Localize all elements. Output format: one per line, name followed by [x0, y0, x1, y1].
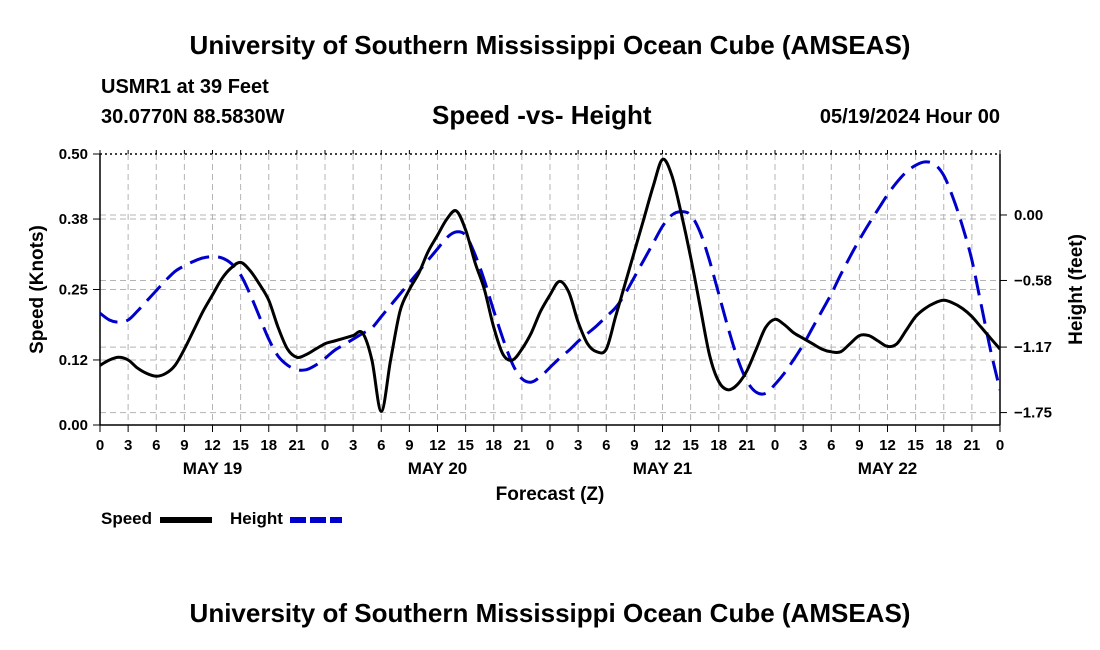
x-tick-label: 15 — [457, 437, 474, 454]
x-tick-label: 15 — [682, 437, 699, 454]
x-tick-label: 0 — [96, 437, 104, 454]
x-tick-label: 9 — [180, 437, 188, 454]
y-left-tick-label: 0.38 — [59, 211, 88, 228]
x-tick-label: 6 — [602, 437, 610, 454]
x-tick-label: 21 — [514, 437, 531, 454]
legend-speed-label: Speed — [101, 509, 153, 528]
x-tick-label: 0 — [996, 437, 1004, 454]
x-tick-label: 6 — [152, 437, 160, 454]
y-right-axis-title: Height (feet) — [1066, 234, 1087, 345]
x-tick-label: 6 — [827, 437, 835, 454]
x-tick-label: 0 — [321, 437, 329, 454]
legend-height-label: Height — [230, 509, 283, 528]
x-tick-label: 3 — [574, 437, 582, 454]
x-tick-label: 3 — [799, 437, 807, 454]
x-tick-label: 21 — [964, 437, 981, 454]
series-line-speed — [100, 157, 1000, 413]
x-tick-label: 15 — [907, 437, 924, 454]
x-tick-label: 3 — [124, 437, 132, 454]
footer-title: University of Southern Mississippi Ocean… — [189, 598, 911, 628]
x-tick-label: 18 — [260, 437, 277, 454]
station-coordinates: 30.0770N 88.5830W — [101, 106, 285, 128]
x-tick-label: 12 — [204, 437, 221, 454]
y-left-tick-label: 0.25 — [59, 282, 88, 299]
y-right-tick-label: −1.75 — [1014, 405, 1052, 422]
chart-subtitle: Speed -vs- Height — [432, 100, 652, 130]
y-left-tick-label: 0.50 — [59, 146, 88, 163]
x-tick-label: 9 — [630, 437, 638, 454]
x-tick-label: 0 — [771, 437, 779, 454]
chart-title: University of Southern Mississippi Ocean… — [189, 30, 911, 60]
y-right-tick-label: 0.00 — [1014, 207, 1043, 224]
x-tick-label: 18 — [710, 437, 727, 454]
x-tick-label: 9 — [405, 437, 413, 454]
series-line-height — [100, 160, 1000, 396]
x-tick-label: 21 — [289, 437, 306, 454]
y-left-tick-label: 0.00 — [59, 417, 88, 434]
x-day-label: MAY 21 — [633, 459, 693, 478]
y-left-axis-title: Speed (Knots) — [27, 225, 48, 354]
x-tick-label: 12 — [654, 437, 671, 454]
x-tick-label: 0 — [546, 437, 554, 454]
x-tick-label: 9 — [855, 437, 863, 454]
station-label: USMR1 at 39 Feet — [101, 76, 269, 98]
x-tick-label: 6 — [377, 437, 385, 454]
x-day-label: MAY 22 — [858, 459, 918, 478]
x-tick-label: 12 — [429, 437, 446, 454]
x-day-label: MAY 19 — [183, 459, 243, 478]
x-tick-label: 21 — [739, 437, 756, 454]
y-right-tick-label: −1.17 — [1014, 339, 1052, 356]
x-tick-label: 12 — [879, 437, 896, 454]
forecast-date: 05/19/2024 Hour 00 — [819, 106, 1000, 128]
x-axis-title: Forecast (Z) — [496, 484, 605, 505]
x-day-label: MAY 20 — [408, 459, 468, 478]
x-tick-label: 18 — [935, 437, 952, 454]
x-tick-label: 18 — [485, 437, 502, 454]
y-right-tick-label: −0.58 — [1014, 272, 1052, 289]
x-tick-label: 3 — [349, 437, 357, 454]
y-left-tick-label: 0.12 — [59, 352, 88, 369]
x-tick-label: 15 — [232, 437, 249, 454]
